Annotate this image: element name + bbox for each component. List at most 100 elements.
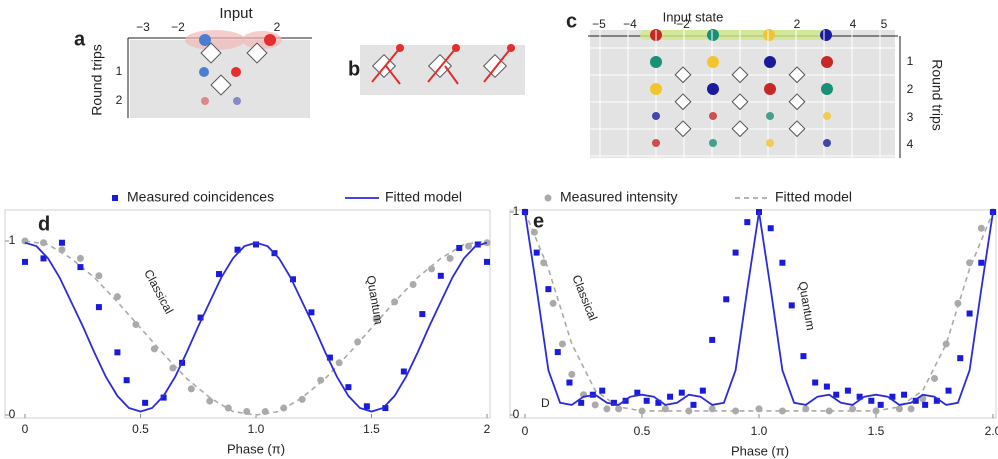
data-square	[345, 384, 351, 390]
panel-label: c	[566, 10, 577, 32]
photon	[199, 67, 209, 77]
data-square	[364, 403, 370, 409]
diagram-title: Input state	[663, 9, 724, 24]
x-tick-label: 0	[22, 422, 29, 436]
data-square	[22, 259, 28, 265]
diagram-box	[590, 30, 895, 158]
photon	[652, 139, 660, 147]
data-square	[690, 402, 696, 408]
data-square	[96, 304, 102, 310]
data-dot	[978, 225, 985, 232]
data-dot	[931, 375, 938, 382]
data-dot	[206, 398, 213, 405]
annotation: Classical	[141, 267, 176, 316]
data-square	[142, 400, 148, 406]
photon	[764, 83, 776, 95]
tick-label: −2	[171, 20, 185, 34]
x-tick-label: 2	[484, 422, 491, 436]
data-dot	[559, 340, 566, 347]
annotation: Quantum	[364, 274, 386, 325]
diagram-title: Input	[219, 5, 253, 22]
legend-label: Measured intensity	[560, 189, 678, 205]
data-square	[667, 394, 673, 400]
data-square	[868, 398, 874, 404]
data-square	[800, 353, 806, 359]
figure: a Input −3 −2 2 1 2 Round trips b c Inpu…	[0, 0, 998, 459]
data-square	[744, 219, 750, 225]
data-square	[922, 402, 928, 408]
data-square	[438, 273, 444, 279]
photon	[650, 83, 662, 95]
data-square	[114, 349, 120, 355]
photon	[652, 112, 660, 120]
data-dot	[447, 255, 454, 262]
tick-label: −3	[136, 20, 150, 34]
photon	[823, 139, 831, 147]
fit-line	[25, 243, 487, 412]
tick-label: 4	[907, 137, 914, 151]
photon	[650, 56, 662, 68]
data-square	[779, 260, 785, 266]
tick-label: 2	[116, 93, 123, 107]
data-square	[308, 309, 314, 315]
data-square	[555, 349, 561, 355]
data-square	[419, 311, 425, 317]
photon	[766, 112, 774, 120]
tick-label: 1	[907, 54, 914, 68]
data-square	[644, 398, 650, 404]
photon	[764, 56, 776, 68]
x-tick-label: 0.5	[634, 424, 651, 438]
tick-label: 2	[274, 20, 281, 34]
data-dot	[77, 255, 84, 262]
annotation: Quantum	[796, 280, 818, 331]
data-square	[484, 259, 490, 265]
data-dot	[592, 401, 599, 408]
panel-label: a	[74, 28, 86, 50]
tick-label: −4	[623, 17, 637, 31]
x-tick-label: 1.0	[751, 424, 768, 438]
input-band	[640, 30, 830, 40]
photon	[709, 112, 717, 120]
data-dot	[188, 385, 195, 392]
photon	[709, 139, 717, 147]
data-square	[124, 377, 130, 383]
x-tick-label: 0	[522, 424, 529, 438]
legend-label: Fitted model	[775, 189, 852, 205]
y-tick-label: 1	[513, 204, 520, 218]
data-square	[946, 388, 952, 394]
data-dot	[40, 239, 47, 246]
photon	[707, 83, 719, 95]
x-axis-title: Phase (π)	[227, 441, 285, 456]
data-dot	[896, 405, 903, 412]
panel-label: d	[38, 213, 50, 235]
tick-label: 1	[116, 64, 123, 78]
data-square	[679, 390, 685, 396]
data-square	[709, 337, 715, 343]
data-square	[401, 369, 407, 375]
tick-label: 3	[907, 110, 914, 124]
plot-frame	[510, 210, 996, 418]
tick-label: 2	[794, 17, 801, 31]
data-square	[77, 264, 83, 270]
photon	[264, 34, 276, 46]
data-square	[878, 402, 884, 408]
data-square	[789, 302, 795, 308]
axis-title: Round trips	[929, 59, 945, 131]
photon	[707, 29, 719, 41]
legend-label: Fitted model	[385, 189, 462, 205]
x-tick-label: 1.5	[363, 422, 380, 436]
data-square	[833, 392, 839, 398]
data-square	[845, 388, 851, 394]
data-square	[768, 225, 774, 231]
data-square	[599, 388, 605, 394]
data-square	[812, 380, 818, 386]
tick-label: 5	[881, 17, 888, 31]
data-square	[978, 260, 984, 266]
data-dot	[568, 371, 575, 378]
data-square	[456, 245, 462, 251]
data-dot	[603, 405, 610, 412]
fit-line-dashed	[25, 241, 487, 415]
tick-label: 2	[907, 82, 914, 96]
tick-label: −5	[592, 17, 606, 31]
data-square	[733, 250, 739, 256]
